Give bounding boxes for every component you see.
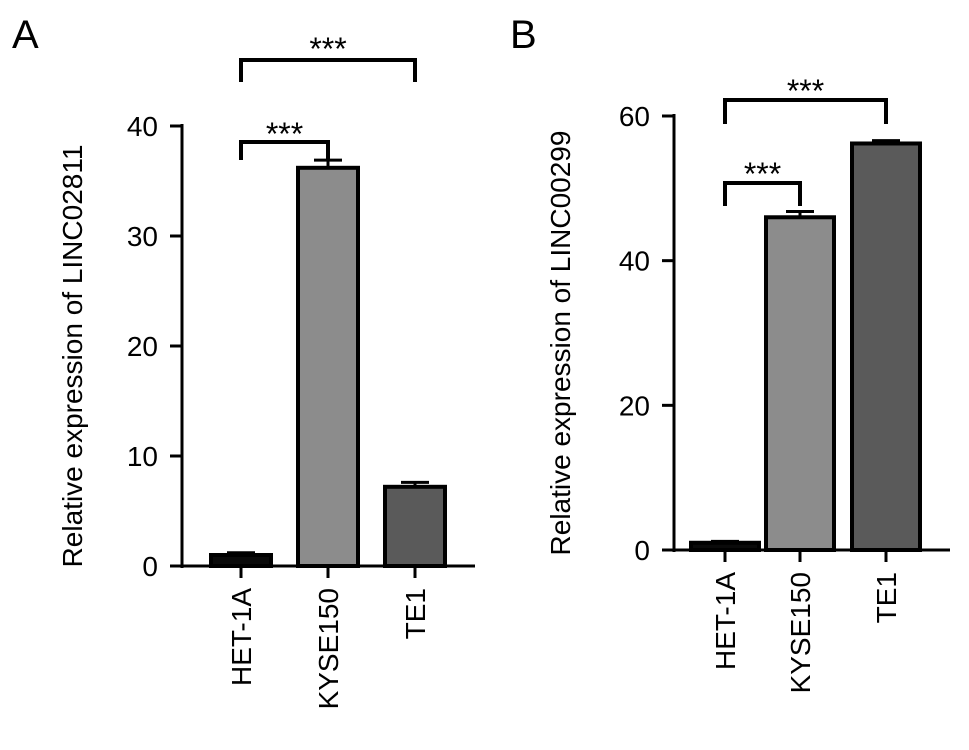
bar-te1 [383, 484, 447, 568]
x-tick-label: TE1 [871, 572, 902, 623]
y-tick-label: 20 [127, 331, 158, 362]
y-tick-label: 10 [127, 441, 158, 472]
significance-label: *** [266, 116, 303, 152]
panel-letter: B [510, 13, 537, 57]
x-tick-label: KYSE150 [785, 572, 816, 693]
y-tick-label: 20 [619, 390, 650, 421]
bar-het-1a [689, 540, 761, 552]
significance-bracket [239, 140, 330, 160]
panel-b: B Relative expression of LINC00299 0 20 40 60… [510, 13, 950, 693]
bar-kyse150 [296, 165, 360, 569]
y-tick-label: 40 [127, 111, 158, 142]
y-tick-label: 60 [619, 101, 650, 132]
x-tick-label: KYSE150 [313, 588, 344, 709]
significance-label: *** [309, 31, 346, 67]
bar-te1 [850, 141, 922, 552]
y-tick-label: 0 [142, 551, 158, 582]
x-tick-label: HET-1A [226, 588, 257, 686]
y-tick-label: 0 [634, 535, 650, 566]
x-tick-label: TE1 [400, 588, 431, 639]
panel-letter: A [12, 13, 39, 57]
y-axis-label: Relative expression of LINC00299 [545, 131, 576, 556]
significance-label: *** [787, 73, 824, 109]
bar-het-1a [209, 553, 273, 568]
significance-label: *** [744, 156, 781, 192]
x-tick-label: HET-1A [710, 572, 741, 670]
significance-bracket [239, 58, 417, 82]
y-tick-label: 40 [619, 246, 650, 277]
y-axis-label: Relative expression of LINC02811 [57, 145, 88, 568]
significance-bracket [723, 98, 888, 124]
significance-bracket [723, 181, 802, 206]
y-tick-label: 30 [127, 221, 158, 252]
panel-a: A Relative expression of LINC02811 0 10 20 30… [12, 13, 475, 709]
bar-kyse150 [764, 215, 836, 552]
